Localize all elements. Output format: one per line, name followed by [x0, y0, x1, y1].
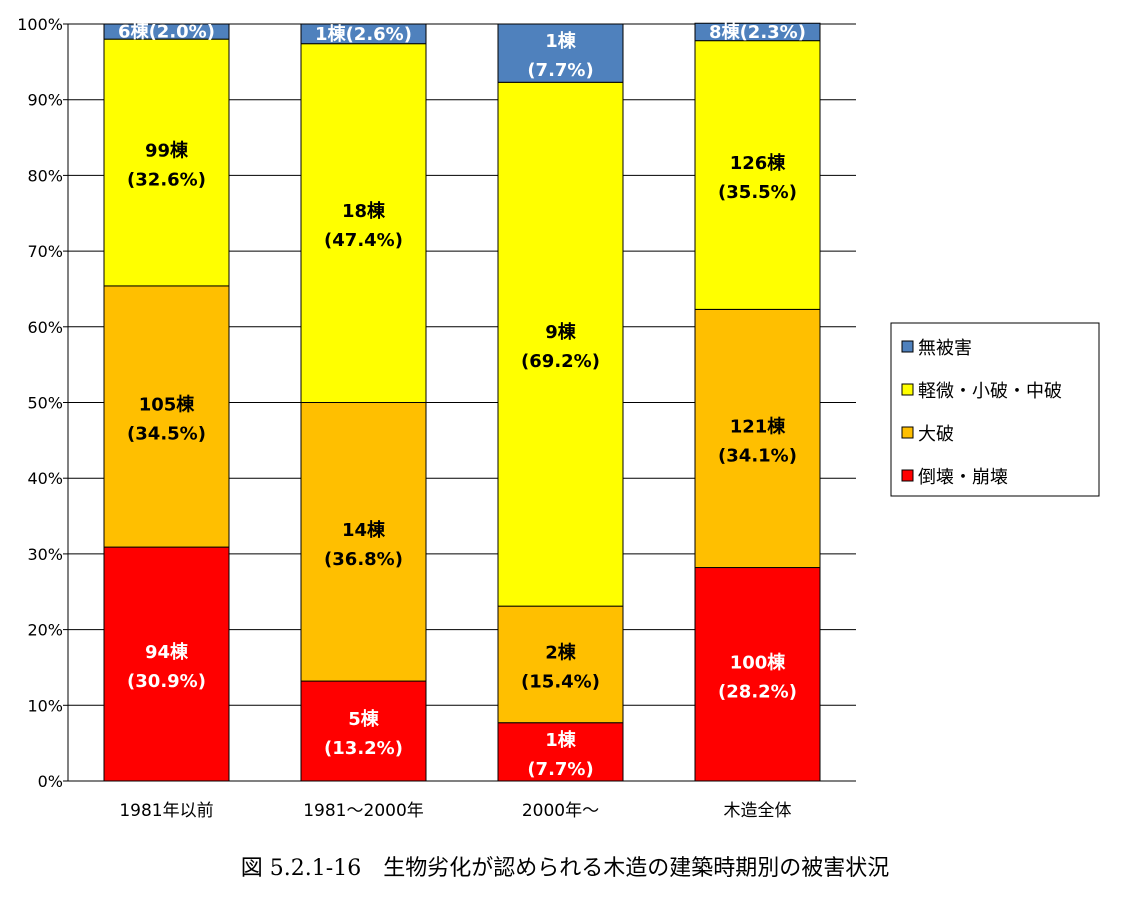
bar-segment [497, 81, 624, 607]
x-tick-label: 2000年～ [522, 801, 599, 821]
bar-segment [694, 22, 821, 42]
bar-segment [300, 43, 427, 403]
legend-label: 軽微・小破・中破 [918, 381, 1062, 402]
data-label-percent: (34.1%) [718, 445, 797, 466]
y-axis: 0% 10% 20% 30% 40% 50% 60% 70% 80% 90% 100% [17, 15, 69, 791]
y-tick-label: 40% [27, 469, 63, 488]
data-label-count: 100棟 [730, 651, 787, 673]
bar-segment [300, 680, 427, 782]
data-label-percent: (35.5%) [718, 182, 797, 203]
bar-segment [497, 605, 624, 724]
data-label: 1棟(2.6%) [315, 23, 412, 45]
bar-segment [694, 308, 821, 569]
data-label-count: 5棟 [348, 708, 380, 730]
data-label-percent: (28.2%) [718, 681, 797, 702]
bar-segment [300, 23, 427, 45]
data-label-percent: (36.8%) [324, 549, 403, 570]
data-label-count: 18棟 [342, 200, 386, 222]
bar-segment [103, 285, 230, 548]
data-label-percent: (13.2%) [324, 738, 403, 759]
y-tick-label: 30% [27, 545, 63, 564]
data-label-percent: (34.5%) [127, 424, 206, 445]
data-label-count: 14棟 [342, 519, 386, 541]
x-axis: 1981年以前 1981～2000年 2000年～ 木造全体 [68, 780, 856, 821]
data-label-percent: (32.6%) [127, 170, 206, 191]
x-tick-label: 1981～2000年 [303, 801, 424, 821]
data-label-percent: (7.7%) [527, 759, 593, 780]
data-label-count: 105棟 [139, 394, 196, 416]
bar-segment [103, 38, 230, 287]
y-tick-label: 80% [27, 166, 63, 185]
figure-caption: 図 5.2.1-16 生物劣化が認められる木造の建築時期別の被害状況 [240, 856, 890, 881]
legend-label: 倒壊・崩壊 [918, 467, 1008, 488]
legend-swatch [901, 469, 914, 482]
data-label-percent: (30.9%) [127, 671, 206, 692]
legend-swatch [901, 426, 914, 439]
data-label: 6棟(2.0%) [118, 21, 215, 43]
data-label-count: 126棟 [730, 152, 787, 174]
x-tick-label: 木造全体 [724, 801, 792, 821]
bar-segment [103, 23, 230, 40]
legend-box [890, 322, 1100, 497]
data-label-percent: (15.4%) [521, 671, 600, 692]
legend-label: 無被害 [918, 338, 972, 359]
bar-segment [694, 40, 821, 310]
legend-swatch [901, 383, 914, 396]
bars: 94棟 (30.9%) 105棟 (34.5%) 99棟 (32.6%) 6棟(2.0%) 5… [103, 21, 821, 782]
data-label-count: 9棟 [545, 321, 577, 343]
data-label: 8棟(2.3%) [709, 21, 806, 43]
y-tick-label: 70% [27, 242, 63, 261]
bar-segment [300, 402, 427, 682]
data-label-count: 2棟 [545, 641, 577, 663]
data-label-count: 94棟 [145, 641, 189, 663]
x-tick-label: 1981年以前 [119, 801, 213, 821]
stacked-bar-chart: 94棟 (30.9%) 105棟 (34.5%) 99棟 (32.6%) 6棟(2.0%) 5… [17, 15, 1100, 821]
bar-segment [103, 546, 230, 782]
data-label-count: 121棟 [730, 415, 787, 437]
data-label-count: 1棟 [545, 729, 577, 751]
y-tick-label: 20% [27, 621, 63, 640]
data-label-percent: (7.7%) [527, 60, 593, 81]
data-label-count: 99棟 [145, 140, 189, 162]
bar-segment [694, 567, 821, 782]
legend-label: 大破 [918, 424, 954, 445]
legend-swatch [901, 340, 914, 353]
data-label-percent: (69.2%) [521, 351, 600, 372]
y-tick-label: 90% [27, 91, 63, 110]
y-tick-label: 50% [27, 394, 63, 413]
y-tick-label: 0% [38, 772, 63, 791]
y-tick-label: 100% [17, 15, 63, 34]
y-tick-label: 60% [27, 318, 63, 337]
data-label-percent: (47.4%) [324, 230, 403, 251]
data-label-count: 1棟 [545, 30, 577, 52]
y-tick-label: 10% [27, 696, 63, 715]
bar-segment [497, 23, 624, 83]
